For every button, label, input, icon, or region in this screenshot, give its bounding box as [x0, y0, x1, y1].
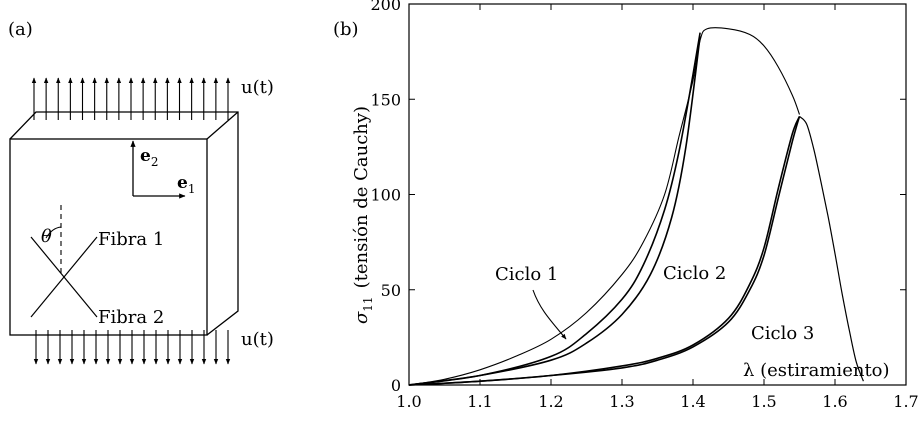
curve-segment-2: [408, 32, 701, 386]
top-displacement-label: u(t): [241, 77, 274, 98]
x-axis-ticks: 1.0 1.1 1.2 1.3 1.4 1.5 1.6 1.7: [396, 4, 919, 411]
block-top-right-edge: [206, 111, 239, 140]
x-tick-label: 1.4: [680, 392, 705, 411]
y-tick-label: 200: [370, 0, 401, 14]
annotation-ciclo-2: Ciclo 2: [663, 263, 726, 284]
stress-stretch-curves: [408, 27, 864, 386]
curve-segment-3: [408, 36, 701, 386]
curve-segment-6: [799, 115, 864, 382]
x-tick-label: 1.1: [467, 392, 492, 411]
y-tick-label: 0: [391, 376, 401, 395]
y-axis-ticks: 0 50 100 150 200: [370, 0, 906, 395]
panel-b: (b) 1.0 1.1 1.2 1.3 1.4 1.5 1.6 1.7 0 50 100 150 20…: [333, 0, 919, 411]
curve-segment-5: [408, 116, 801, 386]
y-tick-label: 100: [370, 186, 401, 205]
panel-b-label: (b): [333, 19, 359, 40]
block-front-face: [9, 138, 208, 336]
curve-segment-1: [408, 27, 801, 386]
bottom-load-arrows: [33, 330, 231, 365]
x-axis-label: λ (estiramiento): [743, 360, 890, 381]
curve-segment-4: [408, 116, 801, 386]
top-load-arrows: [31, 77, 231, 120]
x-tick-label: 1.3: [609, 392, 634, 411]
angle-arc: [45, 226, 62, 239]
x-tick-label: 1.6: [822, 392, 847, 411]
x-tick-label: 1.5: [751, 392, 776, 411]
panel-a: (a) e2 e1 θ Fibra 1 Fibra 2 u(t) u(t): [8, 19, 274, 365]
x-tick-label: 1.2: [538, 392, 563, 411]
annotation-ciclo-3: Ciclo 3: [751, 323, 814, 344]
y-axis-label: σ11(tensión de Cauchy): [351, 106, 375, 324]
y-tick-label: 50: [381, 281, 401, 300]
bottom-displacement-label: u(t): [241, 329, 274, 350]
annotation-ciclo-1: Ciclo 1: [495, 264, 558, 285]
x-tick-label: 1.7: [893, 392, 918, 411]
fiber-2-label: Fibra 2: [98, 307, 164, 328]
specimen-block: [9, 111, 239, 336]
fiber-1-label: Fibra 1: [98, 229, 164, 250]
panel-a-label: (a): [8, 19, 33, 40]
y-tick-label: 150: [370, 90, 401, 109]
e2-label: e2: [140, 146, 158, 169]
fiber-2-line: [30, 236, 98, 318]
x-tick-label: 1.0: [396, 392, 421, 411]
angle-theta-label: θ: [41, 226, 52, 247]
e1-label: e1: [177, 173, 195, 196]
plot-frame: [408, 3, 907, 386]
ciclo-1-pointer-arrow: [532, 289, 567, 340]
